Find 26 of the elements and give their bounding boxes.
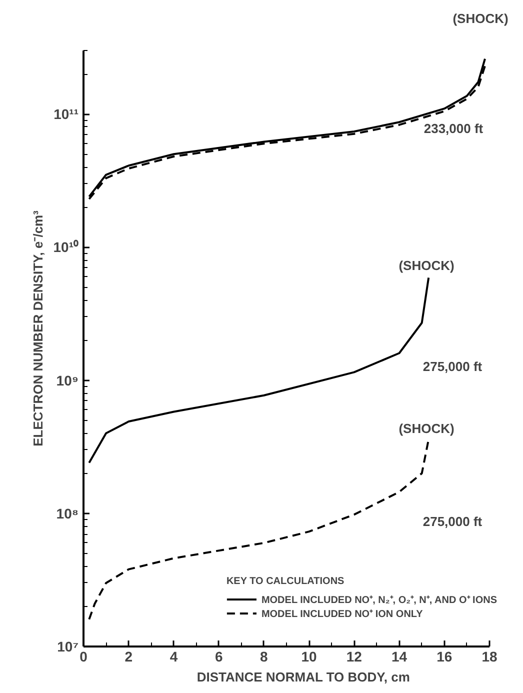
x-tick-label: 4 — [170, 648, 178, 664]
x-tick-label: 16 — [436, 648, 452, 664]
legend-label: MODEL INCLUDED NO⁺ ION ONLY — [261, 608, 423, 620]
y-tick-label: 10¹⁰ — [53, 239, 78, 256]
x-tick-label: 0 — [80, 648, 88, 664]
y-tick-label: 10⁸ — [56, 505, 79, 522]
annotation: (SHOCK) — [398, 258, 454, 273]
x-axis-title: DISTANCE NORMAL TO BODY, cm — [196, 670, 410, 684]
y-tick-label: 10¹¹ — [54, 106, 79, 122]
x-tick-label: 8 — [260, 648, 268, 664]
y-tick-label: 10⁷ — [57, 638, 79, 654]
annotation: 275,000 ft — [422, 359, 483, 374]
text: (SHOCK) — [452, 11, 508, 26]
x-tick-label: 18 — [482, 648, 498, 664]
x-tick-label: 14 — [391, 648, 408, 664]
x-tick-label: 10 — [301, 648, 318, 664]
y-axis-title: ELECTRON NUMBER DENSITY, e⁻/cm³ — [30, 210, 46, 446]
annotation: 275,000 ft — [422, 514, 483, 529]
annotation: (SHOCK) — [398, 421, 454, 436]
annotation: 233,000 ft — [424, 121, 484, 136]
legend-title: KEY TO CALCULATIONS — [226, 576, 346, 587]
y-tick-label: 10⁹ — [56, 372, 78, 388]
legend-label: MODEL INCLUDED NO⁺, N₂⁺, O₂⁺, N⁺, AND O⁺ IONS — [261, 594, 497, 606]
x-tick-label: 12 — [346, 648, 362, 664]
x-tick-label: 6 — [214, 648, 223, 664]
x-tick-label: 2 — [124, 648, 133, 664]
